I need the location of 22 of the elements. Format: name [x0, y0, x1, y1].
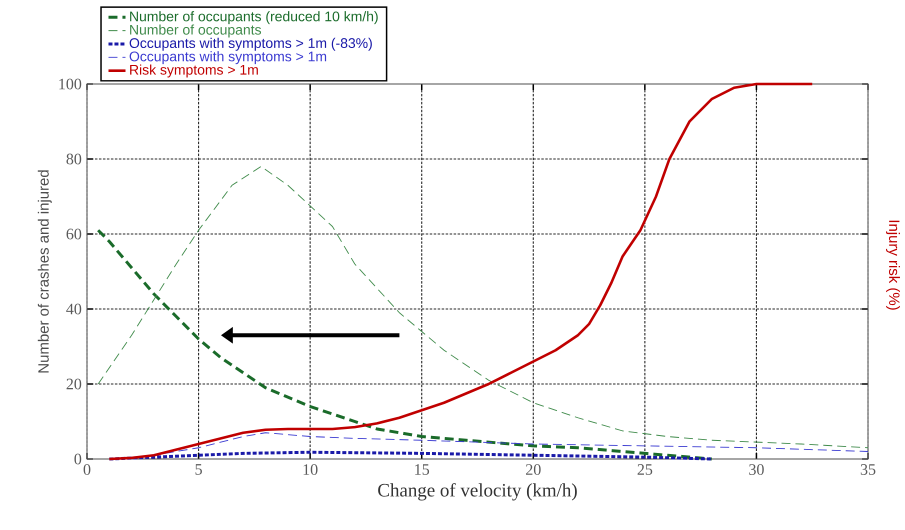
- x-axis-title: Change of velocity (km/h): [378, 483, 577, 501]
- x-tick-label: 20: [526, 464, 541, 475]
- x-tick-label: 0: [84, 464, 90, 475]
- legend-label: Risk symptoms > 1m: [130, 64, 258, 78]
- y-tick-label: 0: [74, 454, 82, 464]
- y-tick-label: 40: [66, 304, 82, 314]
- legend-label: Occupants with symptoms > 1m: [130, 51, 326, 64]
- y-tick-label: 80: [66, 154, 82, 164]
- y-tick-label: 60: [66, 228, 82, 240]
- legend-label: Occupants with symptoms > 1m (-83%): [130, 38, 372, 51]
- x-tick-label: 15: [415, 464, 430, 475]
- y2-axis-title: Injury risk (%): [886, 220, 900, 310]
- x-tick-label: 35: [860, 464, 876, 475]
- legend-label: Number of occupants (reduced 10 km/h): [130, 11, 378, 24]
- legend-label: Number of occupants: [130, 24, 262, 38]
- x-tick-label: 30: [749, 464, 764, 475]
- y-tick-label: 100: [59, 78, 82, 90]
- y-tick-label: 20: [66, 378, 82, 390]
- y-axis-title: Number of crashes and injured: [38, 170, 52, 372]
- x-tick-label: 5: [196, 464, 202, 475]
- x-tick-label: 25: [638, 464, 652, 475]
- x-tick-label: 10: [304, 464, 318, 475]
